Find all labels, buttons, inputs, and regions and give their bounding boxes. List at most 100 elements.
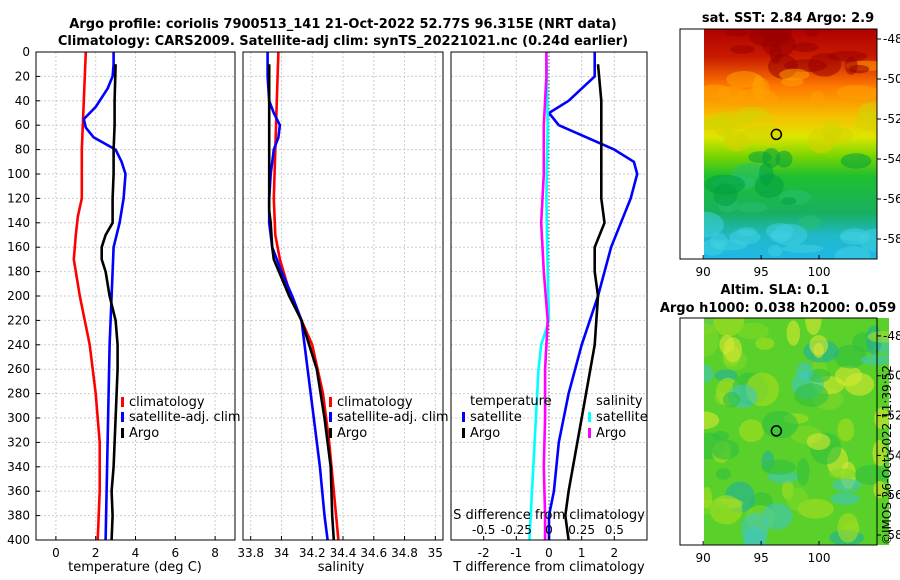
s-tick-label: -0.25 xyxy=(501,523,532,537)
series-line-satellite-adj-clim xyxy=(82,52,127,541)
sst-texture-patch xyxy=(775,150,793,168)
y-tick-label: 340 xyxy=(7,460,30,474)
temperature-legend: climatology satellite-adj. clim Argo xyxy=(121,395,241,441)
sst-texture-patch xyxy=(844,57,858,75)
sst-texture-patch xyxy=(704,84,731,100)
t-difference-x-label: T difference from climatology xyxy=(452,560,645,575)
x-tick-label: 34.8 xyxy=(391,546,418,560)
sst-texture-patch xyxy=(804,29,820,37)
series-line-satellite-adj-clim xyxy=(266,52,329,541)
sst-texture-patch xyxy=(854,111,877,131)
map-y-tick-label: -58 xyxy=(883,528,900,542)
legend-label-satellite-adj: satellite-adj. clim xyxy=(337,410,449,425)
y-tick-label: 180 xyxy=(7,265,30,279)
s-tick-label: 0.25 xyxy=(568,523,595,537)
legend-title-salinity: salinity xyxy=(596,394,643,409)
map-y-tick-label: -52 xyxy=(883,112,900,126)
series-line-t-satellite xyxy=(547,52,639,540)
sst-texture-patch xyxy=(710,232,728,250)
legend-label-satellite-adj: satellite-adj. clim xyxy=(129,410,241,425)
sla-texture-patch xyxy=(805,318,822,336)
y-tick-label: 40 xyxy=(15,94,30,108)
difference-series xyxy=(528,51,639,541)
y-tick-label: 60 xyxy=(15,118,30,132)
sla-texture-patch xyxy=(794,383,829,408)
sla-texture-patch xyxy=(704,364,714,383)
sla-texture-patch xyxy=(813,342,824,358)
legend-label-s-argo: Argo xyxy=(596,426,626,441)
legend-label-argo: Argo xyxy=(129,426,159,441)
depth-y-ticks: 0 20 40 60 80 100 120 140 160 180 200 220 240 260 280 3… xyxy=(7,45,40,547)
sla-texture-patch xyxy=(723,391,741,408)
t-difference-x-ticks: -2 -1 0 1 2 xyxy=(478,536,618,560)
sst-texture-patch xyxy=(736,202,768,213)
sla-texture-patch xyxy=(834,344,867,369)
y-tick-label: 300 xyxy=(7,411,30,425)
legend-swatch-satellite-adj xyxy=(329,412,332,422)
sst-texture-patch xyxy=(762,31,796,58)
sst-map-panel: sat. SST: 2.84 Argo: 2.9 90 95 100 -48 -50 -5… xyxy=(679,11,900,279)
map-y-tick-label: -54 xyxy=(883,448,900,462)
sst-texture-patch xyxy=(840,153,872,169)
map-y-tick-label: -52 xyxy=(883,409,900,423)
sst-texture-patch xyxy=(704,120,721,131)
y-tick-label: 380 xyxy=(7,509,30,523)
x-tick-label: 0 xyxy=(545,546,553,560)
y-tick-label: 120 xyxy=(7,191,30,205)
sst-texture-patch xyxy=(736,227,757,237)
sla-map-title-line1: Altim. SLA: 0.1 xyxy=(721,283,830,298)
sst-texture-patch xyxy=(730,45,755,54)
s-difference-label: S difference from climatology xyxy=(453,508,645,523)
sla-map-title-line2: Argo h1000: 0.038 h2000: 0.059 xyxy=(660,301,896,316)
sla-texture-patch xyxy=(786,320,801,346)
legend-label-t-argo: Argo xyxy=(470,426,500,441)
legend-swatch-argo xyxy=(329,428,332,438)
sst-texture-patch xyxy=(781,197,797,206)
map-x-tick-label: 95 xyxy=(753,265,768,279)
sst-texture-patch xyxy=(710,110,753,131)
salinity-panel: 33.8 34 34.2 34.4 34.6 34.8 35 salinity climat… xyxy=(237,51,449,575)
series-line-climatology xyxy=(72,51,101,541)
sla-texture-patch xyxy=(742,525,767,545)
sla-texture-patch xyxy=(739,419,764,443)
y-tick-label: 140 xyxy=(7,216,30,230)
sla-texture-patch xyxy=(837,418,855,442)
sst-texture-patch xyxy=(713,183,738,207)
sla-texture-patch xyxy=(704,487,713,509)
x-tick-label: 2 xyxy=(611,546,619,560)
sla-map-ticks: 90 95 100 -48 -50 -52 -54 -56 -58 xyxy=(696,329,900,565)
salinity-legend: climatology satellite-adj. clim Argo xyxy=(329,395,449,441)
legend-title-temperature: temperature xyxy=(470,394,552,409)
sst-texture-patch xyxy=(726,70,762,88)
map-x-tick-label: 100 xyxy=(808,551,831,565)
sst-texture xyxy=(704,29,877,259)
x-tick-label: 6 xyxy=(171,546,179,560)
salinity-series xyxy=(266,51,340,541)
x-tick-label: 2 xyxy=(92,546,100,560)
sla-texture xyxy=(704,318,889,545)
map-y-tick-label: -48 xyxy=(883,32,900,46)
y-tick-label: 0 xyxy=(22,45,30,59)
series-line-s-argo xyxy=(539,52,550,540)
map-y-tick-label: -54 xyxy=(883,152,900,166)
legend-swatch-t-satellite xyxy=(462,412,465,422)
x-tick-label: -1 xyxy=(510,546,522,560)
sla-texture-patch xyxy=(711,439,740,460)
legend-swatch-t-argo xyxy=(462,428,465,438)
temperature-grid xyxy=(36,51,235,541)
figure-title-line2: Climatology: CARS2009. Satellite-adj cli… xyxy=(58,34,628,49)
sla-texture-patch xyxy=(860,354,889,366)
sst-texture-patch xyxy=(810,90,825,108)
map-y-tick-label: -48 xyxy=(883,329,900,343)
sla-texture-patch xyxy=(867,331,889,343)
sla-texture-patch xyxy=(762,503,793,530)
x-tick-label: 0 xyxy=(52,546,60,560)
sst-texture-patch xyxy=(767,244,783,257)
argo-location-marker xyxy=(770,128,783,141)
x-tick-label: 34.4 xyxy=(330,546,357,560)
map-y-tick-label: -50 xyxy=(883,72,900,86)
sst-texture-patch xyxy=(836,84,877,100)
salinity-x-ticks: 33.8 34 34.2 34.4 34.6 34.8 35 xyxy=(237,536,443,560)
x-tick-label: 34.2 xyxy=(299,546,326,560)
sla-texture-patch xyxy=(715,468,731,480)
